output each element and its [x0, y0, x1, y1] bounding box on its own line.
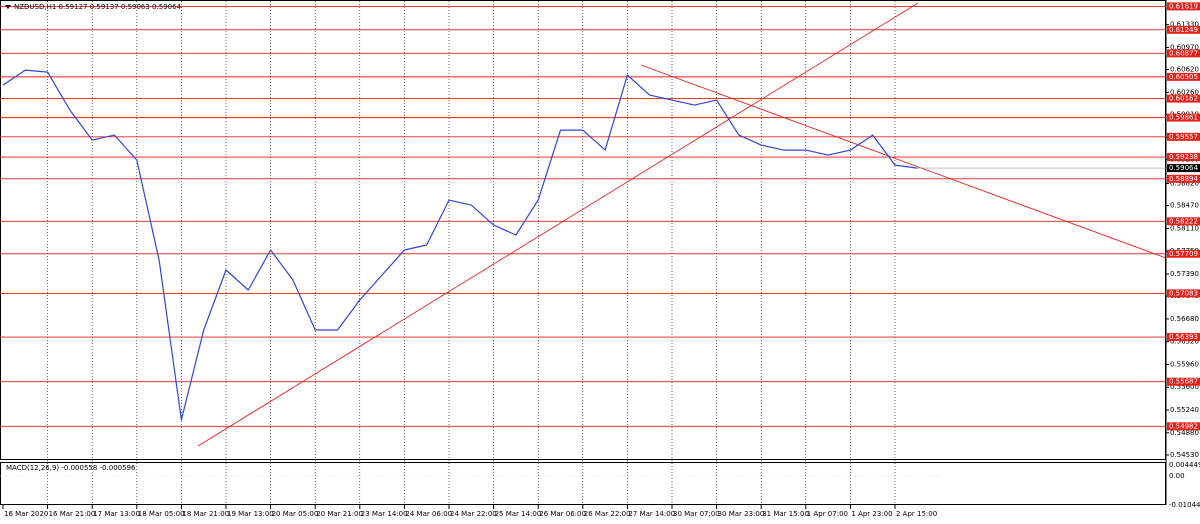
- y-tick-label: 0.60260: [1170, 88, 1199, 96]
- level-label-bg: [1167, 217, 1200, 226]
- level-label-bg: [1167, 132, 1200, 141]
- level-label-bg: [1167, 113, 1200, 122]
- level-label: 0.59861: [1169, 114, 1198, 122]
- x-tick-label: 18 Mar 05:00: [138, 510, 185, 518]
- x-tick-label: 19 Mar 13:00: [227, 510, 274, 518]
- last-price-bg: [1167, 164, 1200, 173]
- y-tick-label: 0.55240: [1170, 406, 1199, 414]
- x-tick-label: 20 Mar 21:00: [316, 510, 363, 518]
- series-layer: [2, 69, 918, 421]
- x-tick-label: 1 Apr 23:00: [851, 510, 892, 518]
- y-tick-label: 0.60970: [1170, 43, 1199, 51]
- chart-title: NZDUSD,H1 0.59127 0.59137 0.59063 0.5906…: [14, 3, 182, 11]
- macd-scale-label: 0.00: [1169, 472, 1185, 480]
- x-tick-label: 16 Mar 21:00: [49, 510, 96, 518]
- level-label-bg: [1167, 153, 1200, 162]
- x-tick-label: 16 Mar 2020: [4, 510, 48, 518]
- x-tick-label: 31 Mar 15:00: [762, 510, 809, 518]
- x-tick-label: 1 Apr 07:00: [807, 510, 848, 518]
- levels-layer: [0, 5, 1166, 427]
- x-tick-label: 23 Mar 14:00: [361, 510, 408, 518]
- level-label-bg: [1167, 94, 1200, 103]
- level-label: 0.60505: [1169, 73, 1198, 81]
- level-label: 0.57709: [1169, 250, 1198, 258]
- y-tick-label: 0.56680: [1170, 315, 1199, 323]
- x-tick-label: 25 Mar 14:00: [495, 510, 542, 518]
- level-label: 0.61619: [1169, 2, 1198, 10]
- x-tick-label: 30 Mar 23:00: [718, 510, 765, 518]
- level-label: 0.57083: [1169, 289, 1198, 297]
- y-tick-label: 0.57390: [1170, 270, 1199, 278]
- level-label-bg: [1167, 49, 1200, 58]
- y-tick-label: 0.56320: [1170, 338, 1199, 346]
- level-label-bg: [1167, 333, 1200, 342]
- level-label-bg: [1167, 2, 1200, 11]
- y-tick-label: 0.58820: [1170, 179, 1199, 187]
- macd-panel-frame: [0, 462, 1166, 505]
- level-label: 0.60162: [1169, 95, 1198, 103]
- macd-title: MACD(12,26,9) -0.000558 -0.000596: [6, 464, 136, 472]
- level-label-bg: [1167, 25, 1200, 34]
- x-tick-label: 24 Mar 06:00: [405, 510, 452, 518]
- level-label: 0.54982: [1169, 422, 1198, 430]
- x-tick-label: 18 Mar 21:00: [182, 510, 229, 518]
- y-tick-label: 0.54530: [1170, 451, 1199, 459]
- x-tick-label: 24 Mar 22:00: [450, 510, 497, 518]
- y-tick-label: 0.60620: [1170, 66, 1199, 74]
- macd-scale-label: 0.004449: [1169, 461, 1200, 469]
- trend-line-down: [640, 64, 1167, 259]
- level-label: 0.58894: [1169, 175, 1198, 183]
- x-tick-label: 20 Mar 05:00: [272, 510, 319, 518]
- level-label: 0.60877: [1169, 49, 1198, 57]
- level-label: 0.58222: [1169, 217, 1198, 225]
- x-tick-label: 30 Mar 07:00: [673, 510, 720, 518]
- main-panel: [0, 0, 1166, 460]
- y-tick-label: 0.55960: [1170, 360, 1199, 368]
- menu-triangle: [5, 5, 11, 9]
- level-label: 0.56393: [1169, 333, 1198, 341]
- level-label: 0.61249: [1169, 26, 1198, 34]
- level-label-bg: [1167, 72, 1200, 81]
- level-label: 0.59238: [1169, 153, 1198, 161]
- price-line: [2, 69, 918, 421]
- y-tick-label: 0.58470: [1170, 202, 1199, 210]
- level-label: 0.59557: [1169, 133, 1198, 141]
- level-label-bg: [1167, 422, 1200, 431]
- y-tick-label: 0.55600: [1170, 383, 1199, 391]
- x-tick-label: 26 Mar 06:00: [539, 510, 586, 518]
- level-label-bg: [1167, 174, 1200, 183]
- x-tick-label: 17 Mar 13:00: [93, 510, 140, 518]
- y-tick-label: 0.54880: [1170, 429, 1199, 437]
- x-tick-label: 2 Apr 15:00: [896, 510, 937, 518]
- level-label-bg: [1167, 289, 1200, 298]
- x-tick-label: 26 Mar 22:00: [584, 510, 631, 518]
- trend-line-up: [197, 2, 919, 447]
- y-tick-label: 0.58110: [1170, 224, 1199, 232]
- x-tick-label: 27 Mar 14:00: [628, 510, 675, 518]
- level-label: 0.55687: [1169, 378, 1198, 386]
- macd-scale-label: -0.010448: [1169, 501, 1200, 509]
- level-label-bg: [1167, 249, 1200, 258]
- last-price-label: 0.59064: [1169, 164, 1198, 172]
- level-label-bg: [1167, 377, 1200, 386]
- y-tick-label: 0.61330: [1170, 21, 1199, 29]
